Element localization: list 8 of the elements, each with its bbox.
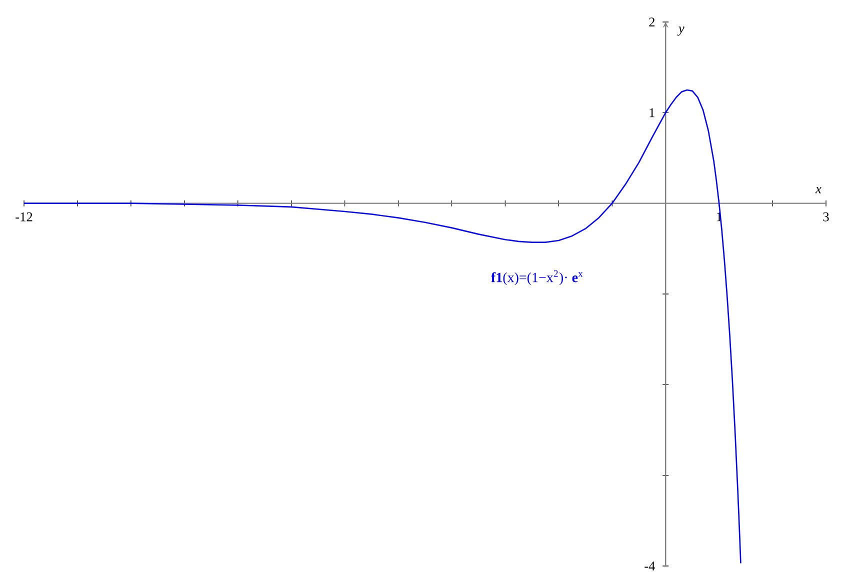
y-tick-label: -4	[644, 562, 656, 570]
y-tick-label: 1	[650, 108, 654, 118]
x-tick-label: 3	[823, 212, 829, 222]
x-tick-label: -12	[16, 212, 32, 222]
x-axis-title: x	[815, 187, 822, 194]
text: f1(x)=(1−x$^{2}$)· e$^{x}$	[491, 270, 583, 286]
y-tick-label: 2	[649, 18, 655, 26]
y-axis-title: y	[677, 26, 684, 36]
